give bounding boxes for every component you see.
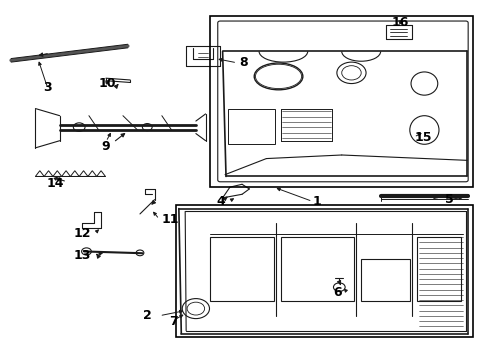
Bar [210,237,273,301]
Text: 4: 4 [216,195,224,208]
Text: 8: 8 [239,55,248,69]
Text: 3: 3 [43,81,52,94]
Bar [416,237,460,301]
Text: 2: 2 [143,309,152,322]
Bar [210,16,472,187]
Text: 10: 10 [99,77,116,90]
Bar [228,109,274,144]
Bar [281,237,353,301]
Text: 16: 16 [390,16,408,29]
Bar [361,258,409,301]
Text: 14: 14 [46,177,63,190]
Text: 6: 6 [332,286,341,299]
Text: 1: 1 [312,195,321,208]
Text: 9: 9 [102,140,110,153]
Text: 12: 12 [74,227,91,240]
Text: 5: 5 [444,193,453,206]
Text: 15: 15 [414,131,431,144]
Text: 7: 7 [169,315,178,328]
Text: 11: 11 [162,213,179,226]
Text: 13: 13 [74,248,91,261]
Bar [176,205,472,337]
